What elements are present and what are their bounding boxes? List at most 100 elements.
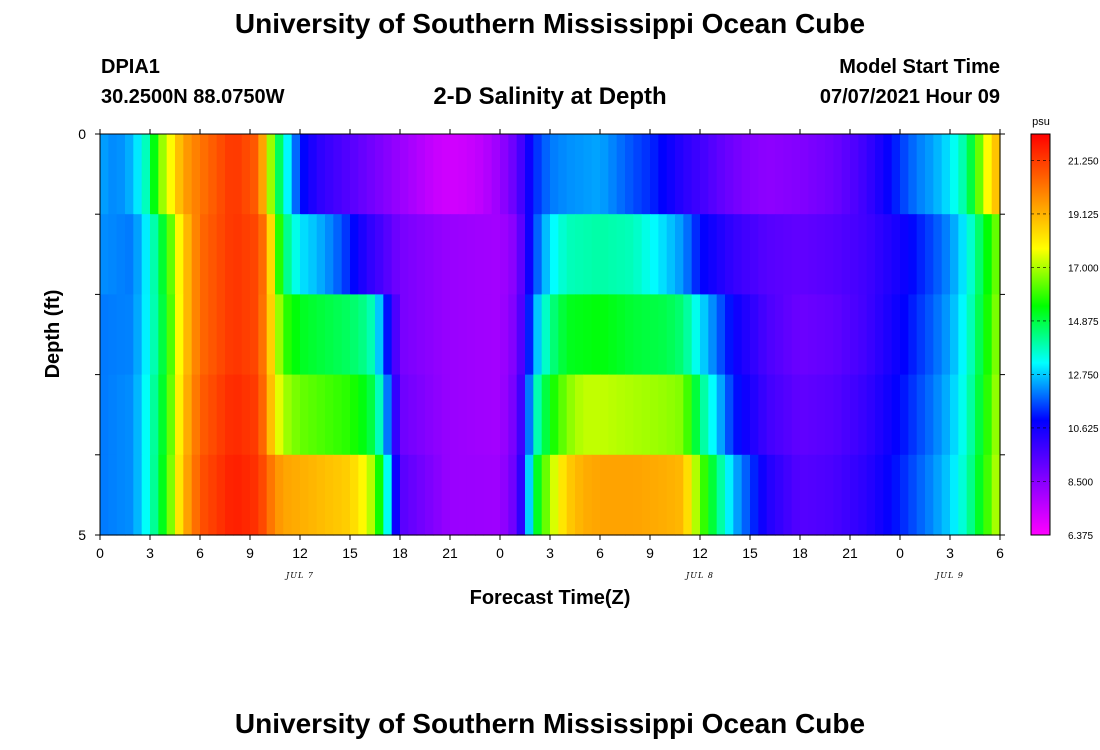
heatmap-cell xyxy=(191,214,201,295)
heatmap-cell xyxy=(258,454,268,536)
heatmap-cell xyxy=(191,454,201,536)
heatmap-cell xyxy=(233,134,243,215)
heatmap-cell xyxy=(108,134,118,215)
heatmap-cell xyxy=(358,374,368,456)
heatmap-cell xyxy=(358,134,368,215)
heatmap-cell xyxy=(800,214,809,295)
heatmap-cell xyxy=(691,134,701,215)
heatmap-cell xyxy=(408,454,418,536)
footer-title: University of Southern Mississippi Ocean… xyxy=(234,708,866,739)
heatmap-cell xyxy=(825,454,834,536)
heatmap-cell xyxy=(575,134,584,215)
heatmap-cell xyxy=(350,214,359,295)
heatmap-cell xyxy=(366,134,376,215)
heatmap-cell xyxy=(100,134,109,215)
heatmap-cell xyxy=(833,214,843,295)
heatmap-cell xyxy=(991,454,1001,536)
heatmap-cell xyxy=(291,374,301,456)
date-label: JUL 9 xyxy=(934,571,964,580)
heatmap-cell xyxy=(125,374,134,456)
heatmap-cell xyxy=(116,134,126,215)
heatmap-cell xyxy=(208,454,218,536)
heatmap-cell xyxy=(291,134,301,215)
heatmap-cell xyxy=(816,134,826,215)
heatmap-cell xyxy=(775,374,784,456)
heatmap-cell xyxy=(416,214,426,295)
heatmap-cell xyxy=(433,214,443,295)
heatmap-cell xyxy=(658,374,668,456)
heatmap-cell xyxy=(808,454,818,536)
heatmap-cell xyxy=(150,454,159,536)
heatmap-cell xyxy=(666,454,676,536)
heatmap-cell xyxy=(750,214,759,295)
heatmap-cell xyxy=(383,214,393,295)
heatmap-cell xyxy=(891,374,901,456)
heatmap-cell xyxy=(375,294,384,376)
heatmap-cell xyxy=(708,294,718,376)
heatmap-cell xyxy=(591,294,601,376)
heatmap-cell xyxy=(675,214,684,295)
heatmap-cell xyxy=(266,454,276,536)
heatmap-cell xyxy=(241,374,251,456)
heatmap-cell xyxy=(491,294,501,376)
heatmap-cell xyxy=(575,214,584,295)
heatmap-cell xyxy=(558,454,568,536)
heatmap-cell xyxy=(333,454,343,536)
heatmap-cell xyxy=(733,454,743,536)
heatmap-cell xyxy=(275,454,284,536)
heatmap-cell xyxy=(483,374,493,456)
heatmap-cell xyxy=(591,214,601,295)
heatmap-cell xyxy=(116,214,126,295)
heatmap-cell xyxy=(716,294,726,376)
heatmap-cell xyxy=(441,134,451,215)
heatmap-cell xyxy=(425,294,434,376)
heatmap-cell xyxy=(650,134,659,215)
heatmap-cell xyxy=(441,214,451,295)
heatmap-cell xyxy=(608,134,618,215)
heatmap-cell xyxy=(933,294,943,376)
heatmap-cell xyxy=(316,294,326,376)
heatmap-cell xyxy=(108,294,118,376)
heatmap-cell xyxy=(275,374,284,456)
x-tick-label: 21 xyxy=(442,545,458,561)
heatmap-cell xyxy=(183,374,193,456)
heatmap-cell xyxy=(358,214,368,295)
heatmap-cell xyxy=(758,374,768,456)
heatmap-cell xyxy=(500,374,509,456)
heatmap-cell xyxy=(383,134,393,215)
heatmap-cell xyxy=(908,214,918,295)
heatmap-cell xyxy=(166,454,176,536)
heatmap-cell xyxy=(141,374,151,456)
heatmap-cell xyxy=(591,454,601,536)
heatmap-cell xyxy=(550,294,559,376)
colorbar-tick-label: 6.375 xyxy=(1068,531,1093,542)
heatmap-cell xyxy=(150,294,159,376)
heatmap-cell xyxy=(558,374,568,456)
heatmap-cell xyxy=(833,294,843,376)
station-id: DPIA1 xyxy=(101,56,160,78)
heatmap-cell xyxy=(725,214,734,295)
heatmap-cell xyxy=(983,134,993,215)
heatmap-cell xyxy=(225,454,234,536)
heatmap-cell xyxy=(816,214,826,295)
heatmap-cell xyxy=(883,214,893,295)
heatmap-cell xyxy=(533,134,543,215)
heatmap-cell xyxy=(566,454,576,536)
heatmap-cell xyxy=(775,134,784,215)
heatmap-cell xyxy=(600,294,609,376)
heatmap-cell xyxy=(350,134,359,215)
heatmap-cell xyxy=(375,374,384,456)
heatmap-cell xyxy=(516,454,526,536)
heatmap-cell xyxy=(441,454,451,536)
heatmap-cell xyxy=(341,294,351,376)
heatmap-cell xyxy=(250,374,259,456)
heatmap-cell xyxy=(191,294,201,376)
heatmap-cell xyxy=(325,294,334,376)
heatmap-cell xyxy=(241,134,251,215)
heatmap-cell xyxy=(641,454,651,536)
heatmap-cell xyxy=(766,214,776,295)
heatmap-cell xyxy=(466,134,476,215)
y-axis-label: Depth (ft) xyxy=(42,290,64,379)
colorbar-tick-label: 19.125 xyxy=(1068,210,1099,221)
heatmap-cell xyxy=(450,214,459,295)
